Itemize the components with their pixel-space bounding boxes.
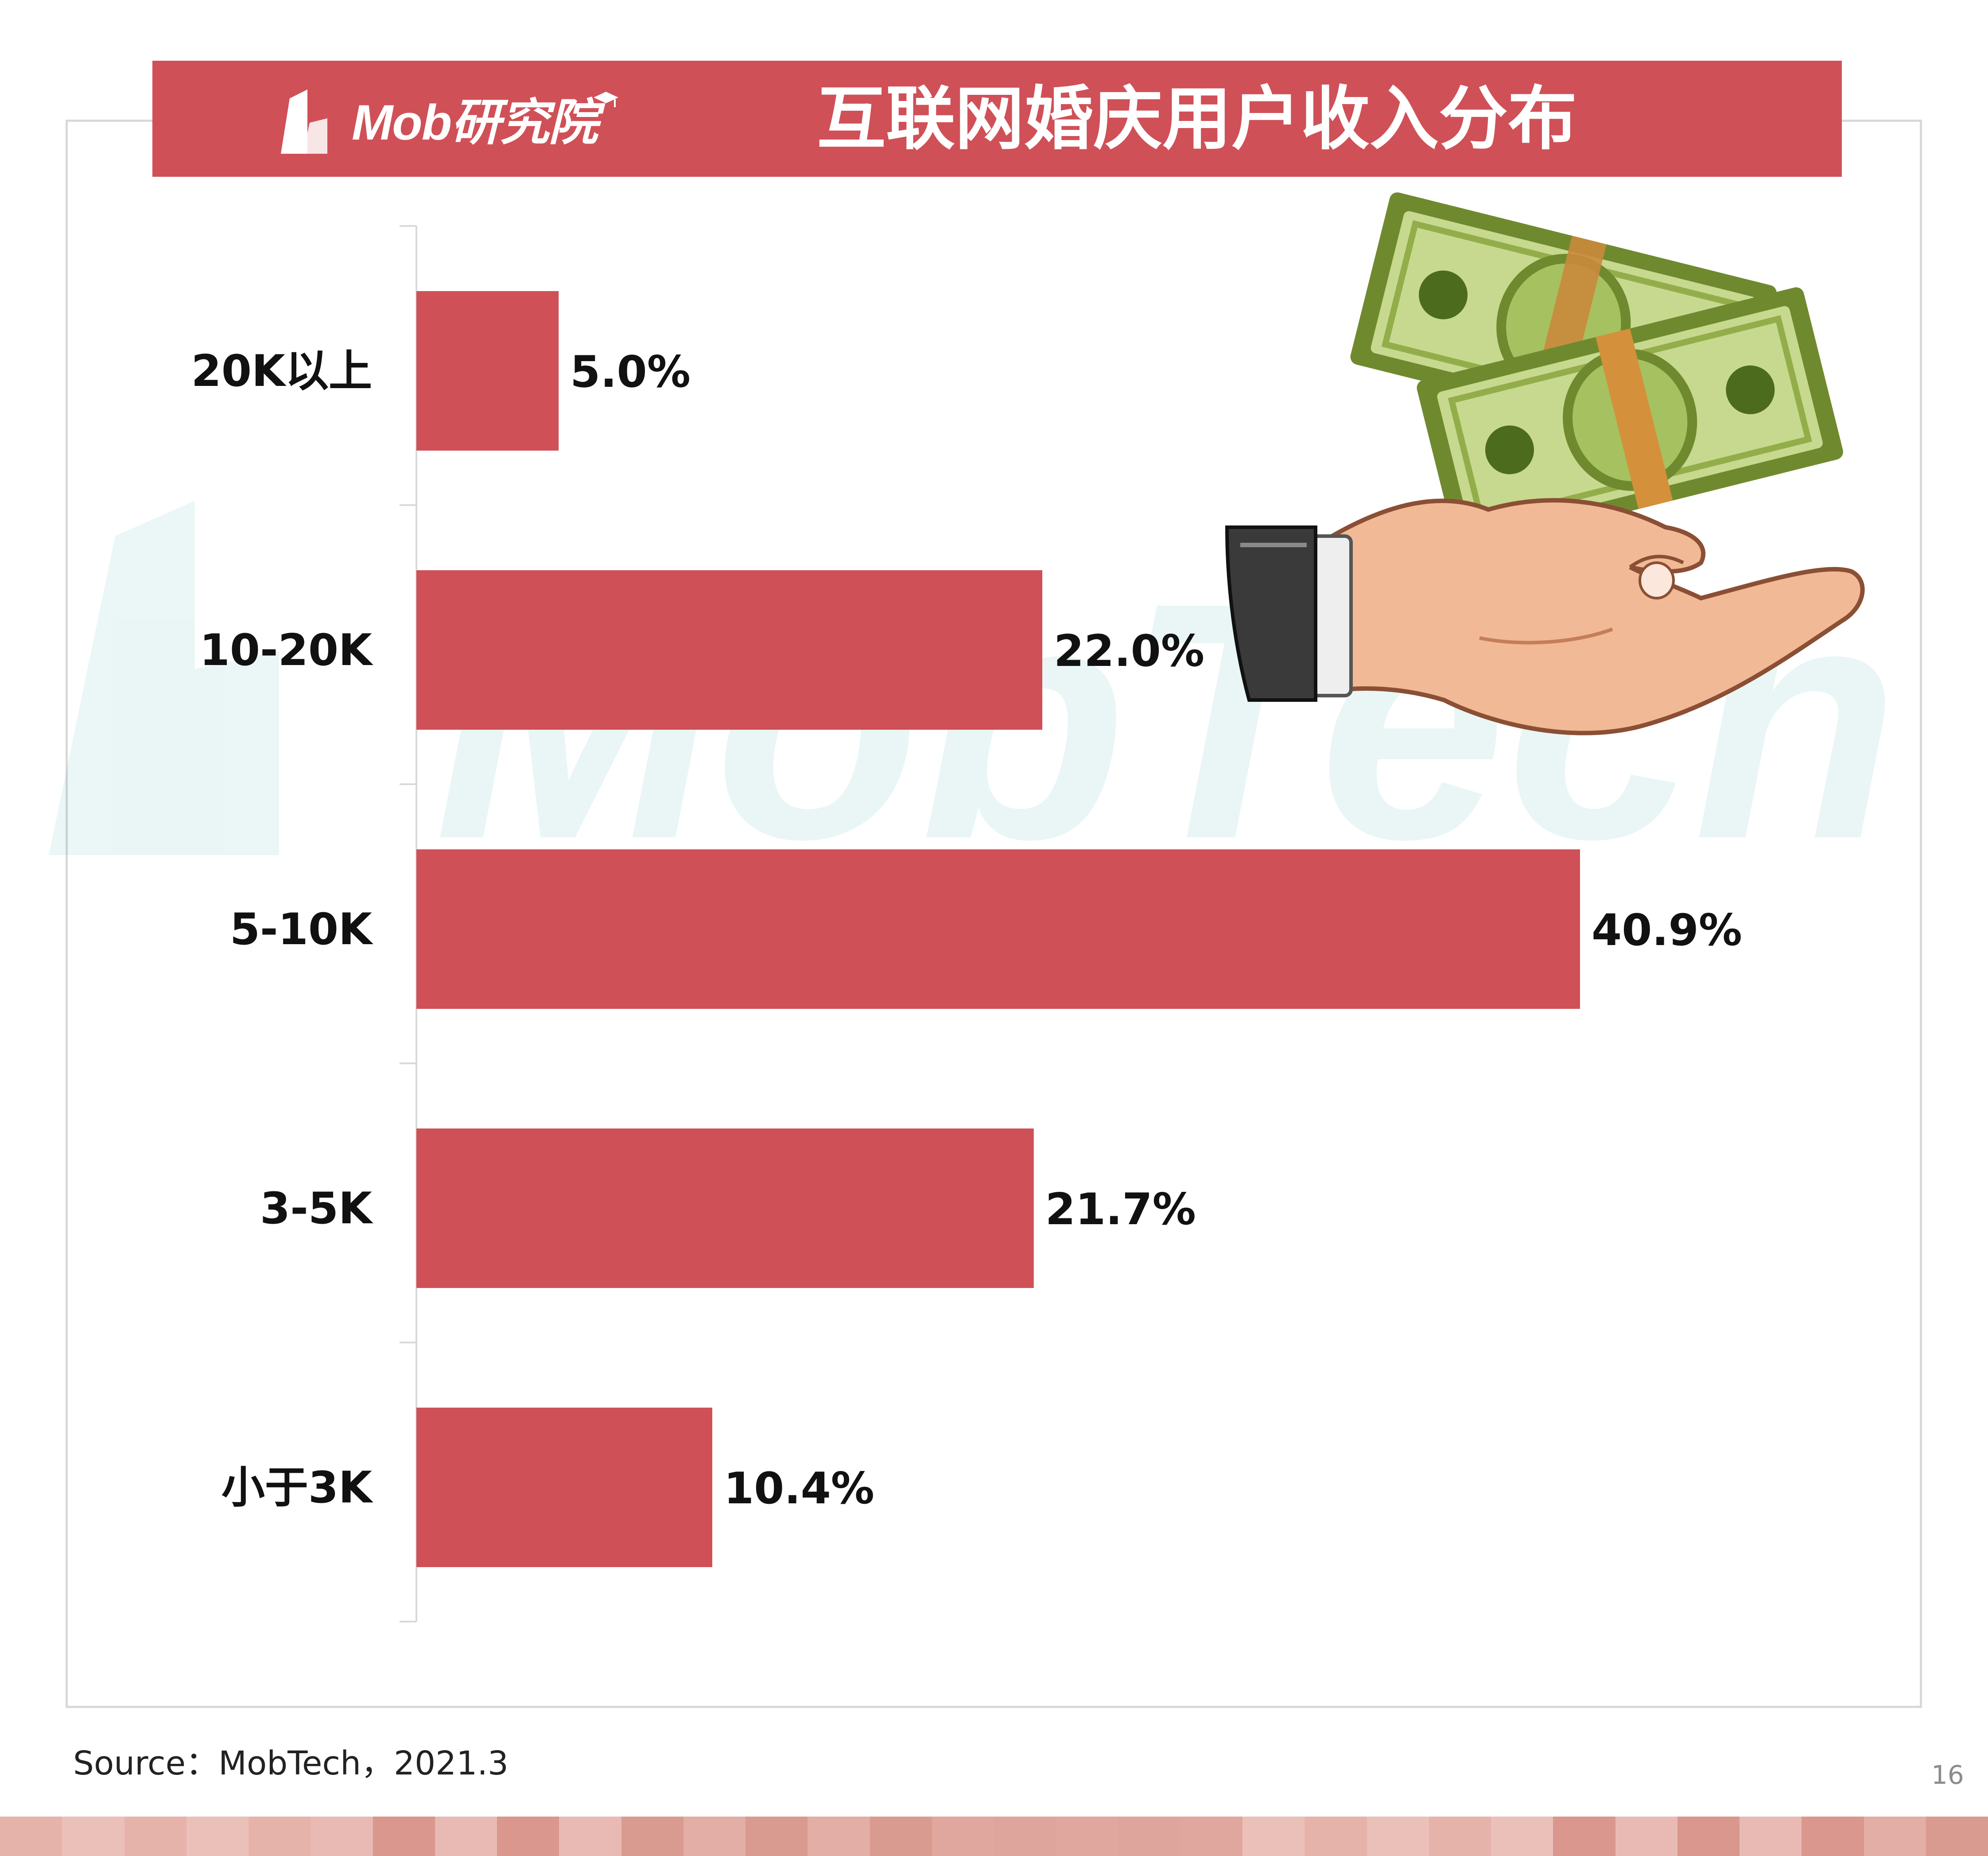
footer-strip-segment bbox=[621, 1817, 683, 1856]
category-label: 3-5K bbox=[260, 1183, 373, 1234]
footer-strip-segment bbox=[1118, 1817, 1180, 1856]
footer-strip-segment bbox=[0, 1817, 62, 1856]
footer-strip-segment bbox=[435, 1817, 497, 1856]
footer-strip-segment bbox=[1367, 1817, 1429, 1856]
footer-strip-segment bbox=[1740, 1817, 1802, 1856]
footer-strip-segment bbox=[311, 1817, 373, 1856]
bar bbox=[416, 570, 1042, 730]
bar bbox=[416, 1128, 1034, 1288]
footer-strip-segment bbox=[683, 1817, 746, 1856]
footer-strip-segment bbox=[1305, 1817, 1367, 1856]
footer-strip-segment bbox=[1615, 1817, 1677, 1856]
footer-strip-segment bbox=[1056, 1817, 1118, 1856]
category-label: 10-20K bbox=[200, 625, 373, 676]
footer-strip-segment bbox=[1864, 1817, 1926, 1856]
category-label: 5-10K bbox=[230, 904, 373, 955]
footer-strip-segment bbox=[186, 1817, 248, 1856]
footer-strip-segment bbox=[808, 1817, 870, 1856]
category-label: 小于3K bbox=[221, 1463, 373, 1513]
value-label: 22.0% bbox=[1054, 626, 1204, 677]
footer-strip-segment bbox=[124, 1817, 186, 1856]
footer-strip-segment bbox=[746, 1817, 808, 1856]
category-axis bbox=[400, 226, 416, 1622]
footer-strip-segment bbox=[994, 1817, 1056, 1856]
bar bbox=[416, 1408, 712, 1567]
footer-strip-segment bbox=[1926, 1817, 1988, 1856]
value-label: 40.9% bbox=[1592, 905, 1742, 956]
footer-strip-segment bbox=[497, 1817, 559, 1856]
bar bbox=[416, 849, 1580, 1009]
bar bbox=[416, 291, 559, 451]
footer-strip-segment bbox=[62, 1817, 124, 1856]
footer-decoration-strip bbox=[0, 1817, 1988, 1856]
footer-strip-segment bbox=[1491, 1817, 1553, 1856]
footer-strip-segment bbox=[1180, 1817, 1242, 1856]
footer-strip-segment bbox=[1553, 1817, 1615, 1856]
value-label: 10.4% bbox=[724, 1463, 874, 1514]
footer-strip-segment bbox=[1802, 1817, 1864, 1856]
category-label: 20K以上 bbox=[191, 346, 372, 397]
footer-strip-segment bbox=[932, 1817, 994, 1856]
category-labels: 20K以上 10-20K 5-10K 3-5K 小于3K bbox=[191, 346, 373, 1513]
footer-strip-segment bbox=[248, 1817, 311, 1856]
footer-strip-segment bbox=[1677, 1817, 1740, 1856]
footer-strip-segment bbox=[559, 1817, 621, 1856]
footer-strip-segment bbox=[870, 1817, 932, 1856]
footer-strip-segment bbox=[1242, 1817, 1305, 1856]
value-label: 5.0% bbox=[570, 347, 691, 397]
hand-holding-money-illustration bbox=[1214, 191, 1914, 749]
source-note: Source：MobTech，2021.3 bbox=[73, 1737, 509, 1784]
footer-strip-segment bbox=[1429, 1817, 1491, 1856]
page-number: 16 bbox=[1931, 1760, 1964, 1790]
footer-strip-segment bbox=[373, 1817, 435, 1856]
value-label: 21.7% bbox=[1045, 1184, 1196, 1235]
open-hand bbox=[1227, 500, 1863, 733]
